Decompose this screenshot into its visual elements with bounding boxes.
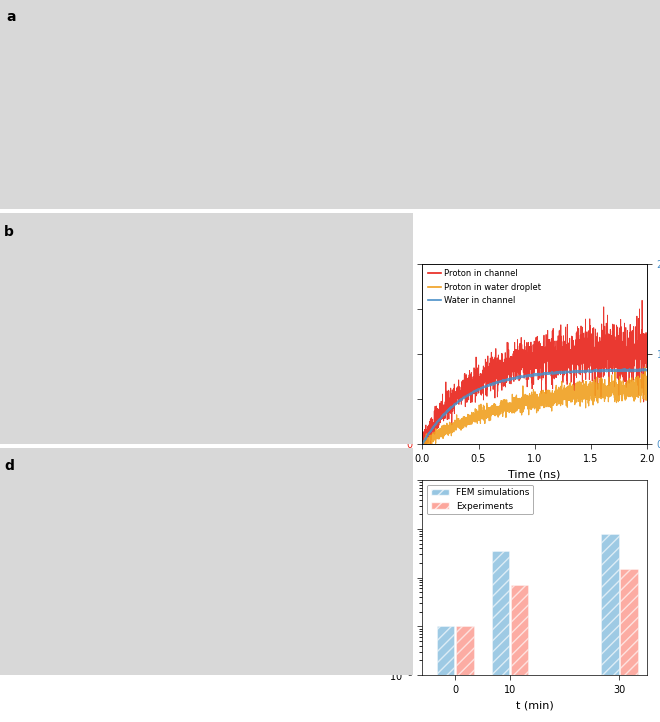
Bar <box>437 626 454 722</box>
Legend: Proton in channel, Proton in water droplet, Water in channel: Proton in channel, Proton in water dropl… <box>426 268 543 306</box>
Y-axis label: c$_{proton}$ of water droplet (M): c$_{proton}$ of water droplet (M) <box>368 513 383 643</box>
Text: a: a <box>7 11 16 25</box>
Bar <box>456 626 474 722</box>
Text: d: d <box>4 459 14 473</box>
Text: e: e <box>373 469 383 482</box>
Text: b: b <box>4 225 14 238</box>
Bar <box>511 585 529 722</box>
X-axis label: Time (ns): Time (ns) <box>508 469 561 479</box>
Bar <box>492 551 509 722</box>
Bar <box>601 534 618 722</box>
Bar <box>620 569 638 722</box>
Legend: FEM simulations, Experiments: FEM simulations, Experiments <box>427 484 533 514</box>
Y-axis label: Number of protons (#): Number of protons (#) <box>385 298 395 409</box>
Text: c: c <box>373 253 381 266</box>
X-axis label: t (min): t (min) <box>515 700 554 710</box>
